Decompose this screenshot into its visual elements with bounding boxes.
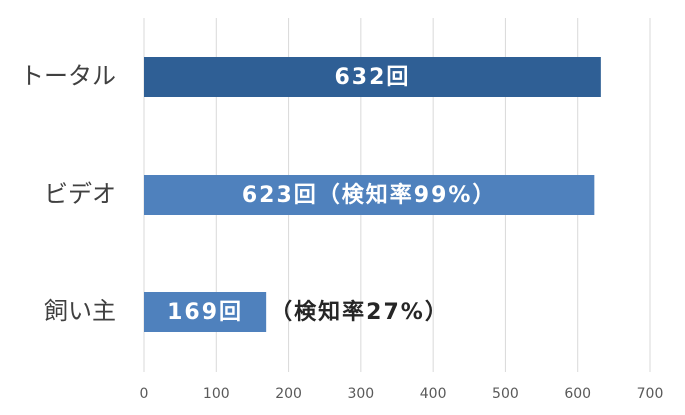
x-tick-label: 600 bbox=[564, 386, 591, 402]
x-tick-label: 100 bbox=[203, 386, 230, 402]
value-label: 169回 bbox=[167, 300, 243, 325]
category-label: ビデオ bbox=[44, 180, 116, 208]
category-label: トータル bbox=[20, 62, 116, 90]
x-tick-label: 400 bbox=[420, 386, 447, 402]
x-tick-label: 0 bbox=[140, 386, 149, 402]
value-label: 623回（検知率99%） bbox=[242, 182, 497, 208]
value-label: 632回 bbox=[334, 65, 410, 90]
x-tick-label: 200 bbox=[275, 386, 302, 402]
bar bbox=[144, 292, 267, 332]
x-tick-label: 700 bbox=[637, 386, 664, 402]
annotation: （検知率27%） bbox=[270, 299, 449, 325]
category-label: 飼い主 bbox=[44, 297, 116, 325]
bar bbox=[144, 57, 601, 97]
bar bbox=[144, 175, 595, 215]
x-tick-label: 500 bbox=[492, 386, 519, 402]
x-tick-label: 300 bbox=[347, 386, 374, 402]
